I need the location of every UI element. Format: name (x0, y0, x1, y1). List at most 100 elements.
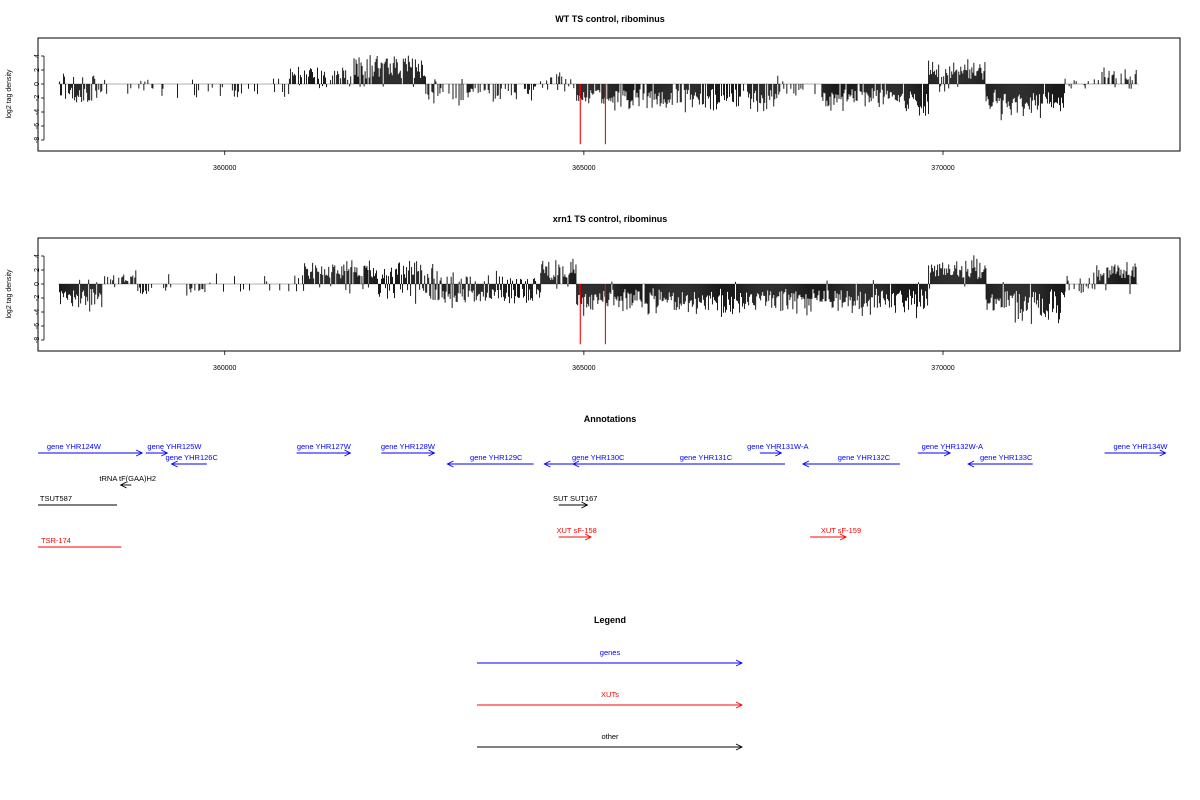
annotation-arrowhead (584, 533, 593, 541)
annotation-arrowhead (775, 449, 783, 457)
xrn1-y-tick-label: -4 (34, 309, 41, 315)
annotation-feature: gene YHR128W (381, 442, 436, 457)
annotation-feature: gene YHR132C (801, 453, 900, 468)
annotation-arrowhead (161, 449, 169, 457)
annotation-feature: gene YHR126C (166, 453, 219, 468)
legend-item-xuts: XUTs (477, 690, 744, 709)
annotation-feature: gene YHR134W (1104, 442, 1168, 457)
xrn1-y-tick-label: 2 (34, 268, 41, 272)
xrn1-signal-marks (58, 255, 1139, 345)
annotation-arrowhead (1159, 449, 1167, 457)
xrn1-x-tick-label: 365000 (572, 365, 595, 372)
legend-item-other: other (477, 732, 744, 751)
legend-item-genes: genes (477, 648, 744, 667)
annotation-label: gene YHR131C (680, 453, 733, 462)
annotation-feature: TSUT587 (38, 494, 118, 506)
wt-x-tick-label: 365000 (572, 165, 595, 172)
annotation-feature: gene YHR133C (967, 453, 1033, 468)
xrn1-x-tick-label: 370000 (931, 365, 954, 372)
legend-label: genes (600, 648, 621, 657)
annotation-feature: SUT SUT167 (553, 494, 597, 509)
wt-signal-marks (58, 55, 1139, 145)
annotation-feature: gene YHR131C (572, 453, 785, 468)
xrn1-x-tick-label: 360000 (213, 365, 236, 372)
annotation-arrowhead (801, 460, 810, 468)
annotation-feature: XUT sF-158 (557, 526, 597, 541)
wt-y-tick-label: -4 (34, 109, 41, 115)
annotation-arrowhead (170, 460, 178, 468)
annotation-arrowhead (967, 460, 975, 468)
wt-axes: 4 2 0 -2 -4 -6 -8 360000 365000 370000 (34, 54, 955, 172)
annotation-label: gene YHR131W-A (747, 442, 808, 451)
annotation-arrowhead (119, 481, 127, 489)
annotation-label: gene YHR129C (470, 453, 523, 462)
annotation-arrowhead (839, 533, 848, 541)
annotation-features: gene YHR124W gene YHR125W gene YHR126C gene… (38, 442, 1168, 548)
annotation-label: XUT sF-159 (821, 526, 861, 535)
xrn1-track-panel: xrn1 TS control, ribominus log2 tag dens… (6, 214, 1181, 372)
annotation-label: gene YHR124W (47, 442, 102, 451)
annotation-label: SUT SUT167 (553, 494, 597, 503)
xrn1-y-tick-label: 0 (34, 282, 41, 286)
annotation-label: gene YHR128W (381, 442, 436, 451)
legend-items: genes XUTs other (477, 648, 744, 751)
annotation-arrowhead (344, 449, 352, 457)
annotation-feature: XUT sF-159 (810, 526, 861, 541)
xrn1-y-tick-label: -2 (34, 295, 41, 301)
annotations-title: Annotations (584, 414, 637, 424)
annotation-arrowhead (943, 449, 952, 457)
annotation-feature: gene YHR124W (38, 442, 144, 457)
wt-plot-frame (37, 37, 1181, 152)
annotation-feature: gene YHR125W (145, 442, 202, 457)
annotation-feature: gene YHR127W (296, 442, 352, 457)
annotation-label: gene YHR133C (980, 453, 1033, 462)
annotation-arrowhead (581, 501, 589, 509)
annotation-label: gene YHR130C (572, 453, 625, 462)
legend-title: Legend (594, 615, 626, 625)
annotation-arrowhead (428, 449, 436, 457)
wt-y-tick-label: -6 (34, 123, 41, 129)
legend-arrowhead (735, 659, 744, 667)
wt-y-tick-label: -8 (34, 137, 41, 143)
annotation-feature: gene YHR130C (543, 453, 625, 468)
wt-x-tick-label: 360000 (213, 165, 236, 172)
annotation-arrowhead (446, 460, 454, 468)
xrn1-plot-frame (37, 237, 1181, 352)
annotation-label: gene YHR125W (147, 442, 202, 451)
wt-y-tick-label: 0 (34, 82, 41, 86)
wt-y-tick-label: -2 (34, 95, 41, 101)
wt-y-tick-label: 4 (34, 54, 41, 58)
wt-y-tick-label: 2 (34, 68, 41, 72)
wt-track-title: WT TS control, ribominus (555, 14, 665, 24)
annotation-feature: gene YHR131W-A (747, 442, 809, 457)
annotation-label: gene YHR132W-A (922, 442, 983, 451)
annotation-feature: gene YHR132W-A (917, 442, 983, 457)
xrn1-track-title: xrn1 TS control, ribominus (553, 214, 668, 224)
annotations-track: Annotations gene YHR124W gene YHR125Wgene… (38, 414, 1168, 548)
wt-x-tick-label: 370000 (931, 165, 954, 172)
wt-y-axis-label: log2 tag density (6, 69, 13, 119)
legend-label: other (601, 732, 619, 741)
legend-label: XUTs (601, 690, 619, 699)
xrn1-y-tick-label: 4 (34, 254, 41, 258)
annotation-feature: gene YHR129C (446, 453, 534, 468)
annotation-label: gene YHR126C (166, 453, 219, 462)
legend-arrowhead (735, 701, 744, 709)
legend: Legend genes XUTs other (477, 615, 744, 751)
annotation-feature: tRNA tF(GAA)H2 (99, 474, 156, 489)
annotation-arrowhead (543, 460, 551, 468)
annotation-label: gene YHR134W (1113, 442, 1168, 451)
annotation-arrowhead (572, 460, 580, 468)
annotation-arrowhead (135, 449, 144, 457)
annotation-label: TSUT587 (40, 494, 72, 503)
legend-arrowhead (735, 743, 744, 751)
wt-track-panel: WT TS control, ribominus log2 tag densit… (6, 14, 1181, 172)
annotation-label: tRNA tF(GAA)H2 (99, 474, 156, 483)
annotation-label: XUT sF-158 (557, 526, 597, 535)
xrn1-y-tick-label: -6 (34, 323, 41, 329)
annotation-label: TSR-174 (41, 536, 71, 545)
annotation-label: gene YHR127W (297, 442, 352, 451)
annotation-feature: TSR-174 (38, 536, 122, 548)
xrn1-y-axis-label: log2 tag density (6, 269, 13, 319)
